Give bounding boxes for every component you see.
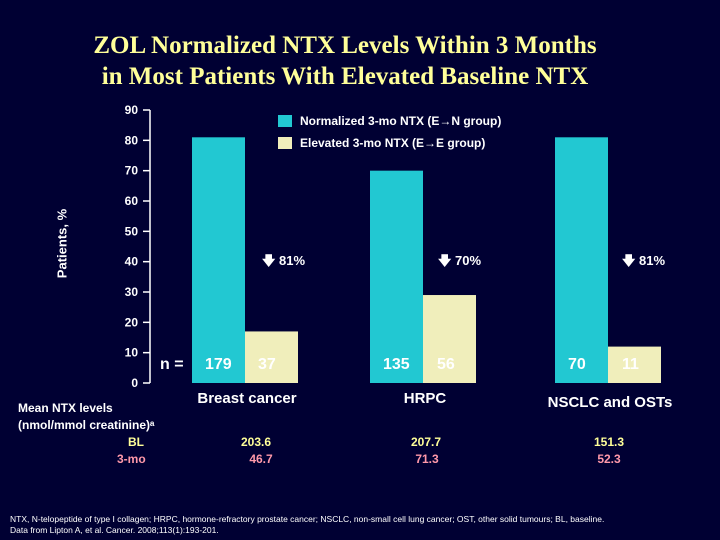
footnote-line-2: Data from Lipton A, et al. Cancer. 2008;… — [10, 525, 219, 535]
reduction-breast-value: 81% — [279, 253, 306, 268]
n-nsclc-elevated: 11 — [622, 356, 639, 373]
n-prefix: n = — [160, 356, 184, 373]
mo3-label: 3-mo — [117, 452, 146, 466]
legend-label-elevated: Elevated 3-mo NTX (E→E group) — [300, 136, 486, 150]
bl-value-hrpc: 207.7 — [410, 435, 442, 449]
bar-nsclc-normalized — [555, 137, 608, 383]
bar-breast-normalized — [192, 137, 245, 383]
n-nsclc-normalized: 70 — [568, 356, 586, 373]
mean-ntx-label-line-1: Mean NTX levels — [18, 401, 113, 415]
reduction-breast: 🡇 81% — [262, 252, 305, 274]
n-hrpc-normalized: 135 — [383, 356, 410, 373]
mo3-value-nsclc: 52.3 — [597, 452, 621, 466]
legend-item-elevated: Elevated 3-mo NTX (E→E group) — [278, 132, 501, 154]
n-hrpc-elevated: 56 — [437, 356, 455, 373]
bl-label: BL — [128, 435, 144, 449]
down-arrow-icon: 🡇 — [622, 253, 636, 268]
legend-item-normalized: Normalized 3-mo NTX (E→N group) — [278, 110, 501, 132]
y-tick-label-10: 10 — [125, 346, 139, 360]
legend-swatch-elevated — [278, 137, 292, 149]
reduction-nsclc-value: 81% — [639, 253, 666, 268]
mo3-value-hrpc: 71.3 — [415, 452, 439, 466]
y-tick-label-40: 40 — [125, 255, 139, 269]
y-tick-label-20: 20 — [125, 315, 139, 329]
legend-label-normalized: Normalized 3-mo NTX (E→N group) — [300, 114, 502, 128]
title-line-1: ZOL Normalized NTX Levels Within 3 Month… — [93, 32, 597, 59]
bar-breast-elevated — [245, 331, 298, 383]
category-nsclc-osts: NSCLC and OSTs — [547, 394, 673, 411]
mo3-value-breast: 46.7 — [249, 452, 273, 466]
y-tick-label-60: 60 — [125, 194, 139, 208]
reduction-hrpc: 🡇 70% — [438, 252, 481, 274]
y-axis-label: Patients, % — [54, 208, 70, 279]
bar-hrpc-normalized — [370, 170, 423, 383]
chart-title: ZOL Normalized NTX Levels Within 3 Month… — [0, 30, 690, 92]
n-breast-normalized: 179 — [205, 356, 232, 373]
footnote: NTX, N-telopeptide of type I collagen; H… — [10, 514, 715, 536]
category-breast-cancer: Breast cancer — [197, 390, 297, 407]
mean-ntx-label-line-2: (nmol/mmol creatinine)ᵃ — [18, 418, 155, 432]
down-arrow-icon: 🡇 — [438, 253, 452, 268]
down-arrow-icon: 🡇 — [262, 253, 276, 268]
bar-hrpc-elevated — [423, 295, 476, 383]
y-tick-label-50: 50 — [125, 224, 139, 238]
bl-value-breast: 203.6 — [240, 435, 272, 449]
reduction-hrpc-value: 70% — [455, 253, 482, 268]
title-line-2: in Most Patients With Elevated Baseline … — [101, 63, 589, 90]
y-tick-label-30: 30 — [125, 285, 139, 299]
y-tick-label-80: 80 — [125, 133, 139, 147]
category-hrpc: HRPC — [403, 390, 447, 407]
footnote-line-1: NTX, N-telopeptide of type I collagen; H… — [10, 514, 605, 524]
y-tick-label-90: 90 — [125, 103, 139, 117]
bl-value-nsclc: 151.3 — [593, 435, 625, 449]
bar-nsclc-elevated — [608, 346, 661, 383]
y-tick-label-0: 0 — [131, 376, 138, 390]
legend: Normalized 3-mo NTX (E→N group) Elevated… — [278, 110, 501, 154]
n-breast-elevated: 37 — [258, 356, 276, 373]
legend-swatch-normalized — [278, 115, 292, 127]
reduction-nsclc: 🡇 81% — [622, 252, 665, 274]
y-tick-label-70: 70 — [125, 164, 139, 178]
